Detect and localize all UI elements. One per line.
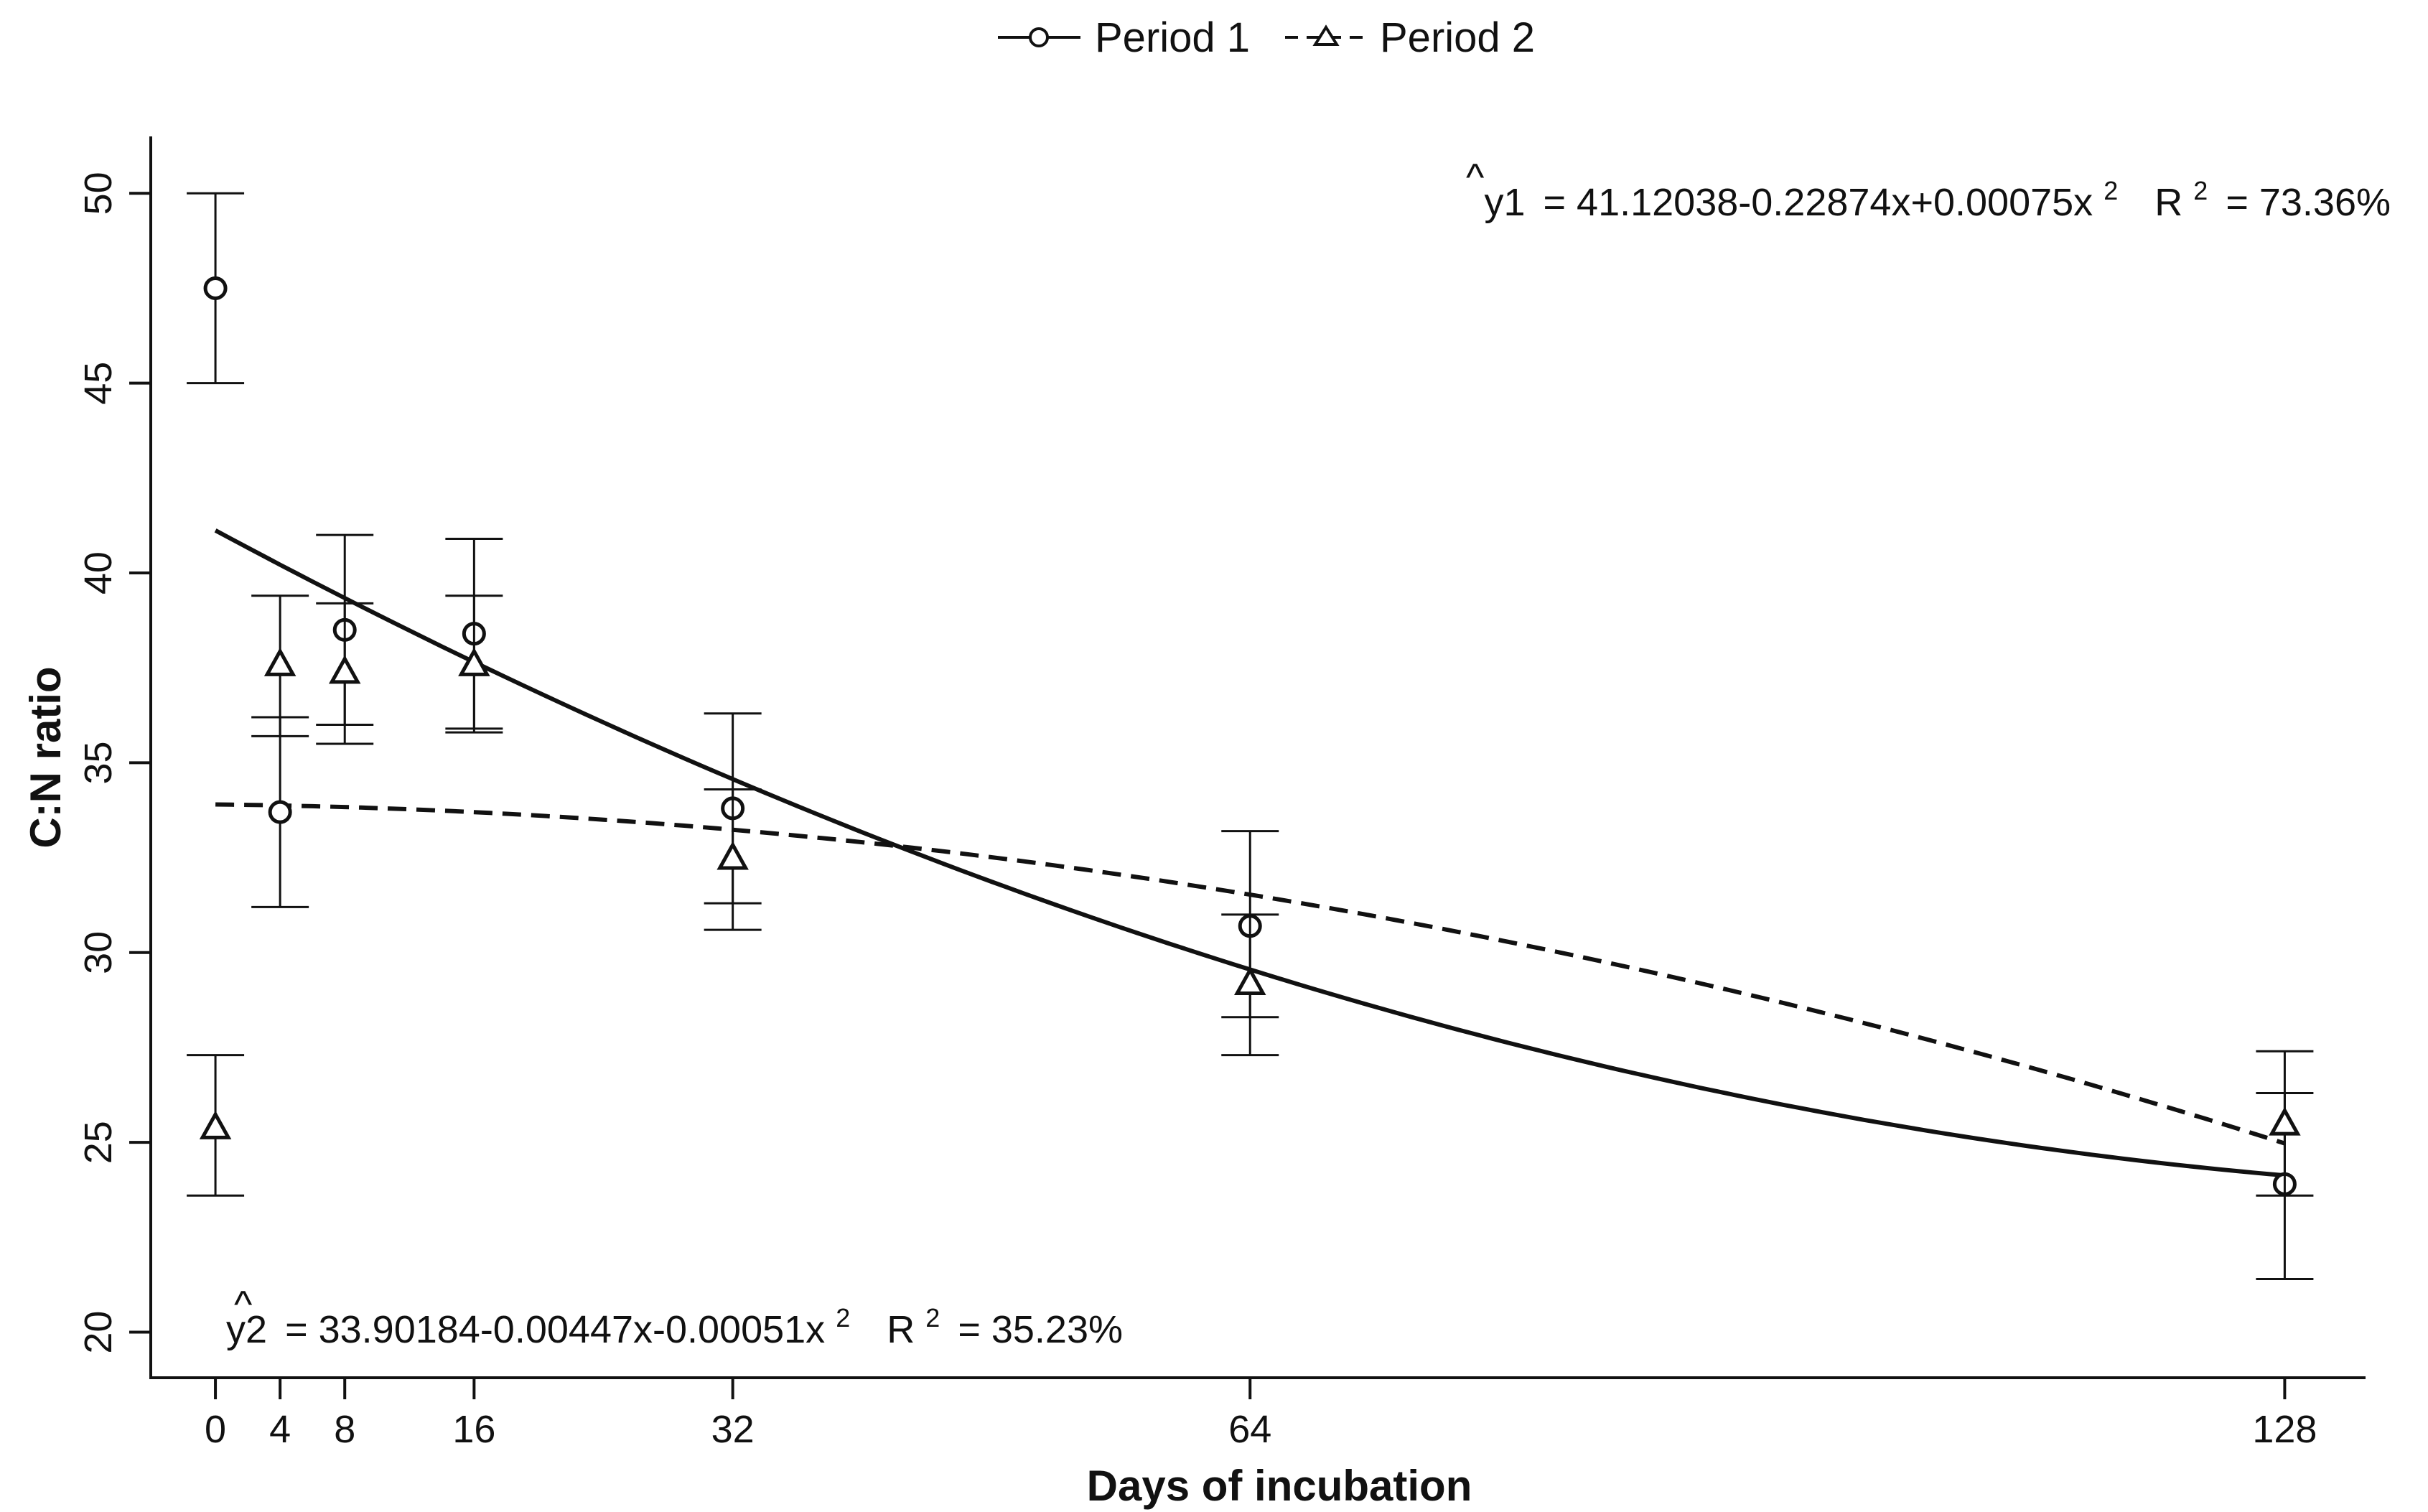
- eq2-hat: ^: [234, 1283, 253, 1326]
- eq1-rhs: = 41.12038-0.22874x+0.00075x: [1544, 181, 2093, 224]
- y-axis-title: C:N ratio: [22, 666, 70, 848]
- point-period-1-day-0: [203, 276, 228, 300]
- x-axis-title: Days of incubation: [1087, 1462, 1472, 1510]
- legend-label-period-1: Period 1: [1095, 14, 1250, 61]
- x-tick-label-128: 128: [2252, 1408, 2317, 1451]
- eq1-r2-exponent: 2: [2193, 176, 2208, 205]
- eq1-r2-value: = 73.36%: [2226, 181, 2391, 224]
- y-ticks: 20 25 30 35 40 45 50: [77, 172, 151, 1354]
- eq1-exponent: 2: [2104, 176, 2118, 205]
- eq2-rhs: = 33.90184-0.00447x-0.00051x: [285, 1308, 825, 1351]
- legend-label-period-2: Period 2: [1380, 14, 1535, 61]
- y-tick-label-25: 25: [77, 1121, 120, 1164]
- x-ticks: 0 4 8 16 32 64 128: [205, 1378, 2317, 1451]
- y-tick-label-30: 30: [77, 931, 120, 974]
- y-tick-label-45: 45: [77, 362, 120, 405]
- y-tick-label-20: 20: [77, 1311, 120, 1354]
- x-tick-label-16: 16: [452, 1408, 495, 1451]
- eq2-r2-exponent: 2: [925, 1303, 940, 1333]
- equation-period-1: y1 = 41.12038-0.22874x+0.00075x 2 R 2 = …: [1466, 156, 2391, 224]
- y-tick-label-50: 50: [77, 172, 120, 215]
- point-period-2-day-16: [458, 647, 490, 676]
- legend-item-period-1: Period 1: [998, 14, 1250, 61]
- legend: Period 1 Period 2: [998, 14, 1535, 61]
- point-period-2-day-4: [263, 647, 297, 676]
- eq2-lhs: y2: [226, 1308, 267, 1351]
- legend-item-period-2: Period 2: [1285, 14, 1535, 61]
- y-tick-label-40: 40: [77, 551, 120, 594]
- x-tick-label-4: 4: [269, 1408, 291, 1451]
- svg-text:y2 = 33.90184-0.00447x-0: y2 = 33.90184-0.00447x-0.00051x 2 R 2 = …: [226, 1292, 1123, 1351]
- eq1-r2-label: R: [2154, 181, 2182, 224]
- y-tick-label-35: 35: [77, 741, 120, 784]
- point-period-1-day-4: [268, 800, 292, 824]
- point-period-2-day-0: [199, 1110, 232, 1139]
- eq1-hat: ^: [1466, 156, 1485, 199]
- point-period-2-day-32: [716, 841, 749, 870]
- point-period-2-day-8: [328, 655, 361, 684]
- x-tick-label-0: 0: [205, 1408, 226, 1451]
- svg-text:y1 = 41.12038-0.22874x+0: y1 = 41.12038-0.22874x+0.00075x 2 R 2 = …: [1484, 165, 2391, 224]
- data-points: [187, 192, 2314, 1281]
- point-period-2-day-128: [2269, 1106, 2301, 1136]
- eq2-r2-label: R: [887, 1308, 915, 1351]
- x-tick-label-32: 32: [711, 1408, 755, 1451]
- equation-period-2: y2 = 33.90184-0.00447x-0.00051x 2 R 2 = …: [226, 1283, 1123, 1351]
- x-tick-label-64: 64: [1228, 1408, 1271, 1451]
- point-period-2-day-64: [1233, 966, 1266, 995]
- eq2-r2-value: = 35.23%: [958, 1308, 1123, 1351]
- x-tick-label-8: 8: [334, 1408, 355, 1451]
- eq1-lhs: y1: [1484, 181, 1525, 224]
- eq2-exponent: 2: [836, 1303, 850, 1333]
